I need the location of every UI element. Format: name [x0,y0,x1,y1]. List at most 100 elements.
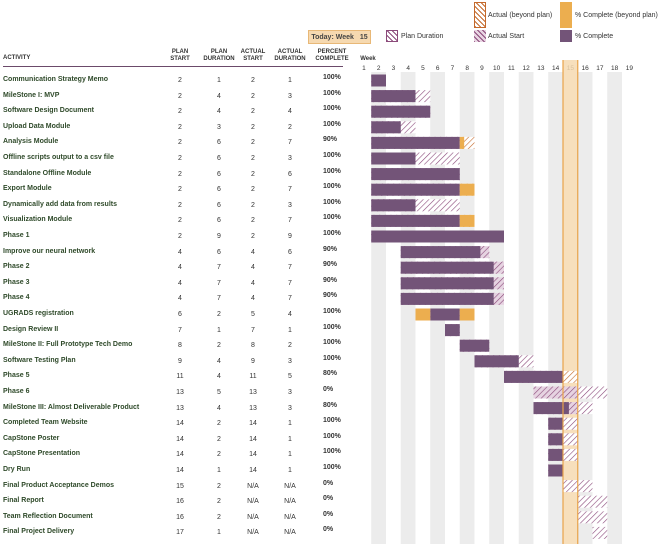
activity-label: Final Report [3,497,44,505]
plan-start-cell: 16 [176,513,184,521]
plan-duration-cell: 4 [217,92,221,100]
actual-duration-cell: 1 [288,435,292,443]
grid-column [518,72,534,544]
plan-duration-cell: 9 [217,233,221,240]
plan-start-cell: 2 [178,201,182,209]
week-number: 18 [611,65,619,72]
percent-complete-cell: 100% [323,214,341,222]
plan-start-cell: 4 [178,264,182,272]
actual-start-cell: 13 [249,404,257,412]
actual-duration-cell: 2 [288,342,292,350]
actual-start-cell: 2 [251,92,255,100]
plan-start-cell: 2 [178,170,182,178]
activity-label: UGRADS registration [3,310,74,317]
actual-start-cell: 2 [251,217,255,225]
actual-duration-cell: 7 [288,295,292,303]
activity-label: Phase 1 [3,232,30,239]
activity-label: Analysis Module [3,138,59,146]
plan-duration-cell: 2 [217,435,221,443]
week-number: 8 [465,65,469,72]
percent-complete-cell: 100% [323,183,341,191]
percent-complete-bar [371,152,416,165]
week-number: 10 [493,65,501,72]
actual-start-cell: 4 [251,264,255,272]
actual-start-cell: 11 [249,373,257,381]
actual-duration-cell: 7 [288,139,292,147]
plan-start-cell: 15 [176,482,184,490]
pct-complete-swatch [560,30,572,42]
week-number: 17 [596,65,604,72]
week-number: 16 [581,65,589,72]
plan-duration-cell: 2 [217,513,221,521]
percent-complete-cell: 100% [323,308,341,315]
plan-duration-bar [577,511,608,524]
percent-complete-bar [548,433,563,446]
percent-complete-bar [371,74,386,87]
week-number: 14 [552,65,560,72]
actual-duration-cell: 1 [288,467,292,474]
activity-label: Phase 6 [3,388,30,395]
plan-start-cell: 14 [176,467,184,474]
actual-duration-cell: 7 [288,186,292,194]
percent-complete-cell: 100% [323,198,341,206]
percent-complete-cell: 0% [323,495,334,503]
percent-complete-cell: 100% [323,339,341,347]
actual-bar [533,386,578,399]
plan-duration-cell: 1 [217,326,221,334]
plan-start-cell: 2 [178,155,182,162]
percent-complete-cell: 100% [323,354,341,362]
actual-start-cell: 2 [251,233,255,240]
percent-complete-cell: 100% [323,323,341,331]
actual-start-cell: 4 [251,279,255,287]
actual-duration-cell: N/A [284,498,296,506]
percent-complete-bar [548,448,563,461]
header-divider [3,66,343,67]
percent-complete-bar [459,339,490,352]
week-number: 5 [421,65,425,72]
percent-complete-cell: 0% [323,386,334,393]
actual-duration-cell: 1 [288,451,292,459]
percent-complete-cell: 100% [323,417,341,425]
activity-label: Phase 2 [3,263,30,271]
actual-duration-header-line2: DURATION [274,56,306,62]
activity-label: Export Module [3,185,52,193]
actual-duration-cell: N/A [284,529,296,537]
week-number: 9 [480,65,484,72]
actual-duration-cell: 3 [288,404,292,412]
plan-duration-bar [577,495,608,508]
percent-complete-cell: 90% [323,292,338,300]
percent-complete-bar [533,402,569,415]
actual-start-cell: 4 [251,295,255,303]
grid-column [607,72,622,544]
activity-label: Final Project Delivery [3,528,75,536]
week-number: 1 [362,65,366,72]
actual-start-cell: 2 [251,155,255,162]
percent-complete-bar [371,199,416,212]
actual-start-cell: 5 [251,311,255,318]
today-indicator: Today: Week 15 [308,30,371,44]
plan-start-cell: 4 [178,248,182,256]
actual-start-cell: 2 [251,170,255,178]
activity-label: CapStone Poster [3,434,60,442]
actual-start-cell: 2 [251,108,255,116]
actual-duration-cell: 9 [288,233,292,240]
plan-duration-cell: 2 [217,311,221,318]
percent-complete-cell: 0% [323,479,334,487]
activity-label: Upload Data Module [3,122,71,130]
actual-start-header-line2: START [243,56,263,62]
percent-complete-bar [371,183,460,196]
actual-duration-cell: N/A [284,513,296,521]
percent-complete-bar [445,324,460,337]
actual-start-cell: 14 [249,467,257,474]
week-number: 2 [376,65,381,72]
week-number: 12 [522,65,530,72]
actual-start-cell: 7 [251,326,255,334]
percent-complete-header: PERCENT COMPLETE [311,49,353,63]
grid-column [577,72,593,544]
percent-complete-cell: 100% [323,105,341,113]
actual-start-cell: 14 [249,451,257,459]
plan-duration-cell: 7 [217,279,221,287]
activity-label: Completed Team Website [3,419,88,427]
percent-beyond-bar [459,183,475,196]
percent-complete-bar [371,90,416,103]
